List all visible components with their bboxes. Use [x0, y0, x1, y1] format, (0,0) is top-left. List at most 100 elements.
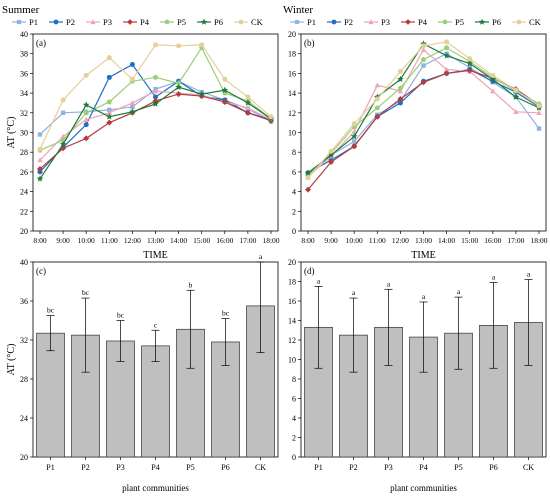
y-axis-label: AT (°C): [6, 117, 17, 149]
marker: [397, 85, 404, 91]
x-tick-label: 18:00: [530, 236, 547, 245]
y-tick-label: 26: [20, 168, 28, 177]
marker: [238, 19, 244, 25]
legend-item-p2: P2: [49, 17, 75, 27]
x-tick-label: P6: [221, 463, 229, 472]
marker: [83, 135, 90, 142]
bar-p1: [36, 332, 65, 458]
marker: [245, 105, 251, 111]
legend-item-p6: P6: [197, 17, 223, 27]
y-tick-label: 10: [288, 129, 296, 138]
marker: [397, 75, 404, 83]
marker: [129, 108, 136, 115]
y-tick-label: 4: [292, 414, 296, 423]
x-tick-label: P5: [186, 463, 194, 472]
significance-letter: bc: [222, 309, 230, 318]
x-tick-label: 18:00: [262, 236, 279, 245]
significance-letter: bc: [47, 306, 55, 315]
marker: [60, 110, 66, 115]
marker: [513, 87, 519, 93]
series-group: [36, 42, 275, 182]
marker: [245, 94, 251, 100]
series-line: [307, 41, 540, 179]
marker: [16, 19, 22, 25]
x-tick-label: 17:00: [507, 236, 524, 245]
marker: [53, 19, 59, 25]
x-tick-label: 15:00: [461, 236, 478, 245]
x-axis-label: TIME: [143, 250, 167, 261]
marker: [405, 19, 411, 25]
error-bar: [81, 297, 90, 373]
legend-item-p3: P3: [86, 17, 112, 27]
marker: [107, 107, 112, 113]
axes: 0 2 4 6 8 10 12 14 16 18 20 8:00 9:00 10:00 11:00 12:00…: [288, 30, 548, 245]
marker: [222, 76, 228, 82]
marker: [536, 103, 542, 109]
marker: [536, 110, 542, 115]
y-tick-label: 40: [20, 30, 28, 39]
error-bar: [151, 329, 160, 362]
marker: [513, 109, 519, 115]
axes: 20 24 28 32 36 40 P1 P2 P3 P4 P5 P6 CK: [20, 258, 266, 472]
marker: [420, 47, 427, 52]
marker: [490, 72, 496, 78]
significance-letter: a: [352, 288, 356, 297]
legend-label: P6: [214, 17, 223, 27]
marker: [351, 121, 357, 127]
marker: [421, 63, 426, 68]
significance-letter: c: [154, 320, 158, 329]
x-tick-label: 8:00: [301, 236, 315, 245]
y-tick-label: 2: [292, 434, 296, 443]
marker: [512, 93, 520, 100]
y-tick-label: 8: [292, 148, 296, 157]
marker: [244, 99, 252, 106]
marker: [153, 42, 158, 48]
marker: [268, 114, 274, 120]
marker: [106, 99, 112, 105]
x-tick-label: 14:00: [438, 236, 455, 245]
y-tick-label: 20: [20, 227, 28, 236]
marker: [374, 82, 380, 88]
marker: [130, 104, 135, 110]
marker: [106, 110, 112, 115]
marker: [490, 88, 496, 94]
panel-label: (a): [36, 38, 46, 48]
x-tick-label: CK: [523, 463, 534, 472]
marker: [350, 132, 358, 140]
error-bar: [186, 289, 195, 369]
y-tick-label: 8: [292, 375, 296, 384]
marker: [397, 100, 403, 106]
y-tick-label: 6: [292, 168, 296, 177]
marker: [199, 42, 205, 48]
error-bar: [46, 315, 55, 352]
x-tick-label: CK: [255, 463, 266, 472]
marker: [328, 148, 334, 154]
y-tick-label: 38: [20, 50, 28, 59]
summer-line-chart: Summer P1 P2 P3 P4 P5 P6 CK (a) 20 22 24 26 28 30 32…: [2, 4, 280, 261]
marker: [397, 68, 403, 74]
marker: [516, 19, 522, 25]
series-p1: [305, 51, 542, 177]
y-tick-label: 24: [20, 414, 28, 423]
legend-item-p4: P4: [401, 17, 428, 27]
y-tick-label: 10: [288, 356, 296, 365]
y-axis-label: AT (°C): [6, 344, 17, 376]
marker: [305, 186, 311, 193]
y-tick-label: 4: [292, 188, 296, 197]
marker: [374, 96, 380, 102]
marker: [129, 100, 136, 106]
significance-letter: a: [422, 292, 426, 301]
legend-item-p2: P2: [327, 17, 353, 27]
marker: [221, 98, 228, 105]
x-tick-label: 15:00: [193, 236, 210, 245]
y-tick-label: 16: [288, 297, 296, 306]
marker: [443, 44, 450, 51]
y-tick-label: 14: [288, 89, 296, 98]
x-tick-label: 13:00: [415, 236, 432, 245]
y-tick-label: 20: [20, 453, 28, 462]
significance-letter: bc: [117, 311, 125, 320]
x-tick-label: P1: [314, 463, 322, 472]
x-tick-label: 14:00: [170, 236, 187, 245]
x-tick-label: 16:00: [216, 236, 233, 245]
